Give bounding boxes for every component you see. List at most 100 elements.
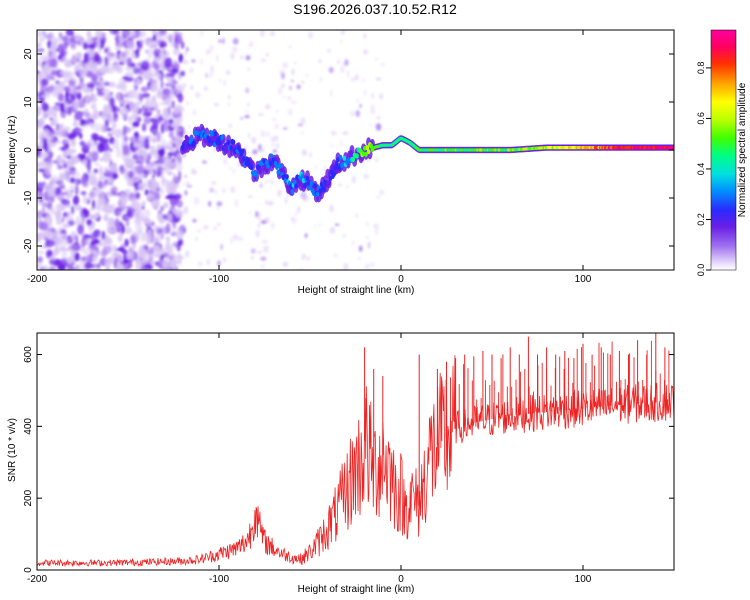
noise-blob xyxy=(304,233,308,239)
noise-blob xyxy=(57,55,63,60)
noise-blob xyxy=(115,45,120,51)
noise-blob xyxy=(37,124,42,131)
noise-blob xyxy=(275,109,280,114)
noise-blob xyxy=(63,126,71,132)
noise-blob xyxy=(343,262,349,270)
noise-blob xyxy=(62,224,71,228)
noise-blob xyxy=(259,217,262,226)
noise-blob xyxy=(55,203,62,214)
noise-blob xyxy=(265,199,268,206)
noise-blob xyxy=(192,218,197,223)
noise-blob xyxy=(126,209,133,218)
noise-blob xyxy=(172,48,180,56)
noise-blob xyxy=(208,186,213,194)
noise-blob xyxy=(116,147,121,159)
ridge-core xyxy=(303,183,307,189)
noise-blob xyxy=(54,105,58,110)
noise-blob xyxy=(89,254,95,258)
noise-blob xyxy=(37,256,43,263)
noise-blob xyxy=(282,127,288,130)
noise-blob xyxy=(210,44,214,52)
noise-blob xyxy=(175,84,184,95)
noise-blob xyxy=(213,146,216,153)
noise-blob xyxy=(160,186,164,196)
noise-blob xyxy=(82,247,90,256)
noise-blob xyxy=(190,85,193,90)
noise-blob xyxy=(157,148,165,157)
noise-blob xyxy=(334,223,340,226)
noise-blob xyxy=(152,168,157,176)
noise-blob xyxy=(182,59,189,65)
noise-blob xyxy=(287,108,293,116)
noise-blob xyxy=(69,177,75,184)
noise-blob xyxy=(364,88,367,97)
noise-blob xyxy=(119,164,125,175)
noise-blob xyxy=(137,135,147,142)
noise-blob xyxy=(175,32,183,37)
noise-blob xyxy=(112,139,120,150)
noise-blob xyxy=(105,107,113,116)
noise-blob xyxy=(323,165,326,173)
noise-blob xyxy=(137,173,145,179)
noise-blob xyxy=(259,183,263,189)
noise-blob xyxy=(189,67,194,74)
noise-blob xyxy=(47,213,53,223)
spectrogram-x-axis: -200 -100 0 100 xyxy=(27,30,592,285)
noise-blob xyxy=(91,151,99,162)
noise-blob xyxy=(37,47,45,53)
noise-blob xyxy=(91,37,99,41)
noise-blob xyxy=(118,196,127,207)
noise-blob xyxy=(88,225,92,235)
noise-blob xyxy=(273,149,277,154)
ridge-core xyxy=(226,139,231,145)
noise-blob xyxy=(50,175,59,182)
ridge-core xyxy=(196,136,200,142)
noise-blob xyxy=(58,226,62,233)
noise-blob xyxy=(37,250,45,254)
noise-blob xyxy=(68,244,76,250)
noise-blob xyxy=(182,83,187,89)
noise-blob xyxy=(87,43,96,50)
noise-blob xyxy=(75,86,81,90)
noise-blob xyxy=(233,234,238,241)
ridge-core xyxy=(671,146,674,150)
noise-blob xyxy=(118,247,125,252)
noise-blob xyxy=(148,180,157,191)
noise-blob xyxy=(159,102,165,106)
noise-blob xyxy=(119,94,129,98)
noise-blob xyxy=(149,83,158,93)
noise-blob xyxy=(245,55,251,61)
noise-blob xyxy=(230,52,235,60)
snr-x-label: Height of straight line (km) xyxy=(298,584,415,595)
noise-blob xyxy=(162,214,168,220)
noise-blob xyxy=(93,52,100,63)
noise-blob xyxy=(355,99,360,103)
noise-blob xyxy=(158,154,165,165)
noise-blob xyxy=(154,252,161,258)
noise-blob xyxy=(358,245,363,252)
noise-blob xyxy=(144,217,152,227)
noise-blob xyxy=(176,242,181,252)
noise-blob xyxy=(40,94,45,98)
noise-blob xyxy=(247,132,251,139)
y-tick-label: 10 xyxy=(23,96,34,108)
noise-blob xyxy=(315,164,318,170)
noise-blob xyxy=(329,204,334,213)
noise-blob xyxy=(265,179,269,184)
noise-blob xyxy=(260,256,267,261)
noise-blob xyxy=(57,43,63,50)
noise-blob xyxy=(286,194,291,197)
noise-blob xyxy=(163,202,169,209)
noise-blob xyxy=(176,260,182,265)
noise-blob xyxy=(271,143,276,148)
noise-blob xyxy=(284,197,288,204)
noise-blob xyxy=(344,59,349,66)
noise-blob xyxy=(140,60,150,71)
noise-blob xyxy=(88,174,96,186)
noise-blob xyxy=(308,152,312,158)
noise-blob xyxy=(126,128,130,133)
noise-blob xyxy=(64,101,69,112)
noise-blob xyxy=(183,224,186,228)
noise-blob xyxy=(119,99,124,104)
noise-blob xyxy=(150,260,155,265)
